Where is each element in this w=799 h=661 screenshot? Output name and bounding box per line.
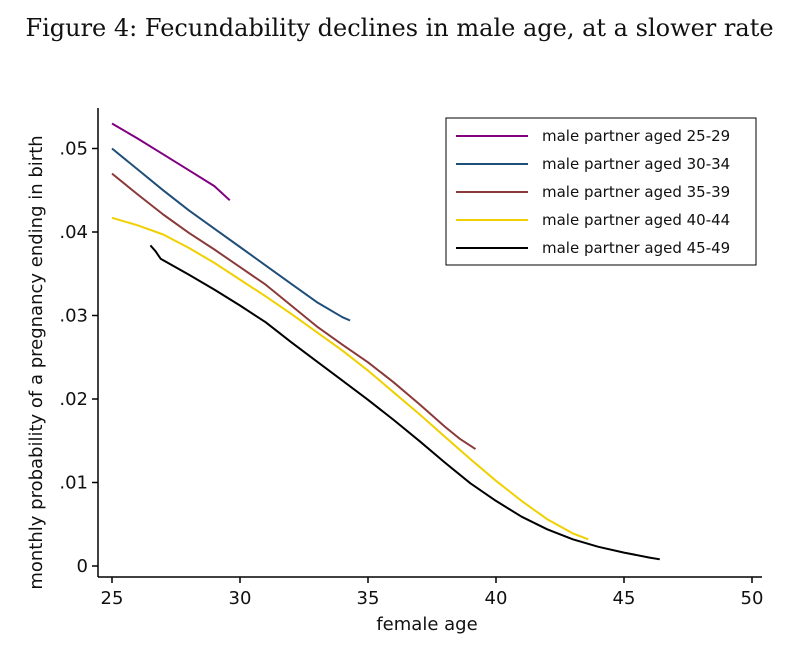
x-tick-label: 40 <box>485 588 508 609</box>
legend-label: male partner aged 45-49 <box>542 239 730 257</box>
legend-label: male partner aged 35-39 <box>542 183 730 201</box>
y-axis-title: monthly probability of a pregnancy endin… <box>26 135 47 589</box>
y-tick-label: .01 <box>59 473 88 494</box>
x-axis-title: female age <box>376 614 477 635</box>
y-tick-label: .04 <box>59 222 88 243</box>
legend-label: male partner aged 25-29 <box>542 127 730 145</box>
y-tick-label: .03 <box>59 306 88 327</box>
x-tick-label: 35 <box>357 588 380 609</box>
x-ticks: 25 30 35 40 45 50 <box>101 577 764 609</box>
x-tick-label: 30 <box>229 588 252 609</box>
series-line-5 <box>149 244 660 561</box>
legend-label: male partner aged 30-34 <box>542 155 730 173</box>
y-tick-label: 0 <box>77 556 88 577</box>
y-tick-label: .02 <box>59 389 88 410</box>
y-tick-label: .05 <box>59 139 88 160</box>
chart-title: Figure 4: Fecundability declines in male… <box>25 14 774 42</box>
series-line-4 <box>111 216 589 541</box>
legend-label: male partner aged 40-44 <box>542 211 730 229</box>
series-line-1 <box>111 122 231 202</box>
y-ticks: 0 .01 .02 .03 .04 .05 <box>59 139 98 577</box>
x-tick-label: 25 <box>101 588 124 609</box>
series-lines <box>111 122 660 561</box>
series-line-3 <box>111 172 477 450</box>
legend: male partner aged 25-29 male partner aged… <box>445 117 757 266</box>
series-line-2 <box>111 147 351 322</box>
axes: 0 .01 .02 .03 .04 .05 25 30 35 40 45 50 <box>59 108 763 609</box>
x-tick-label: 50 <box>741 588 764 609</box>
x-tick-label: 45 <box>613 588 636 609</box>
